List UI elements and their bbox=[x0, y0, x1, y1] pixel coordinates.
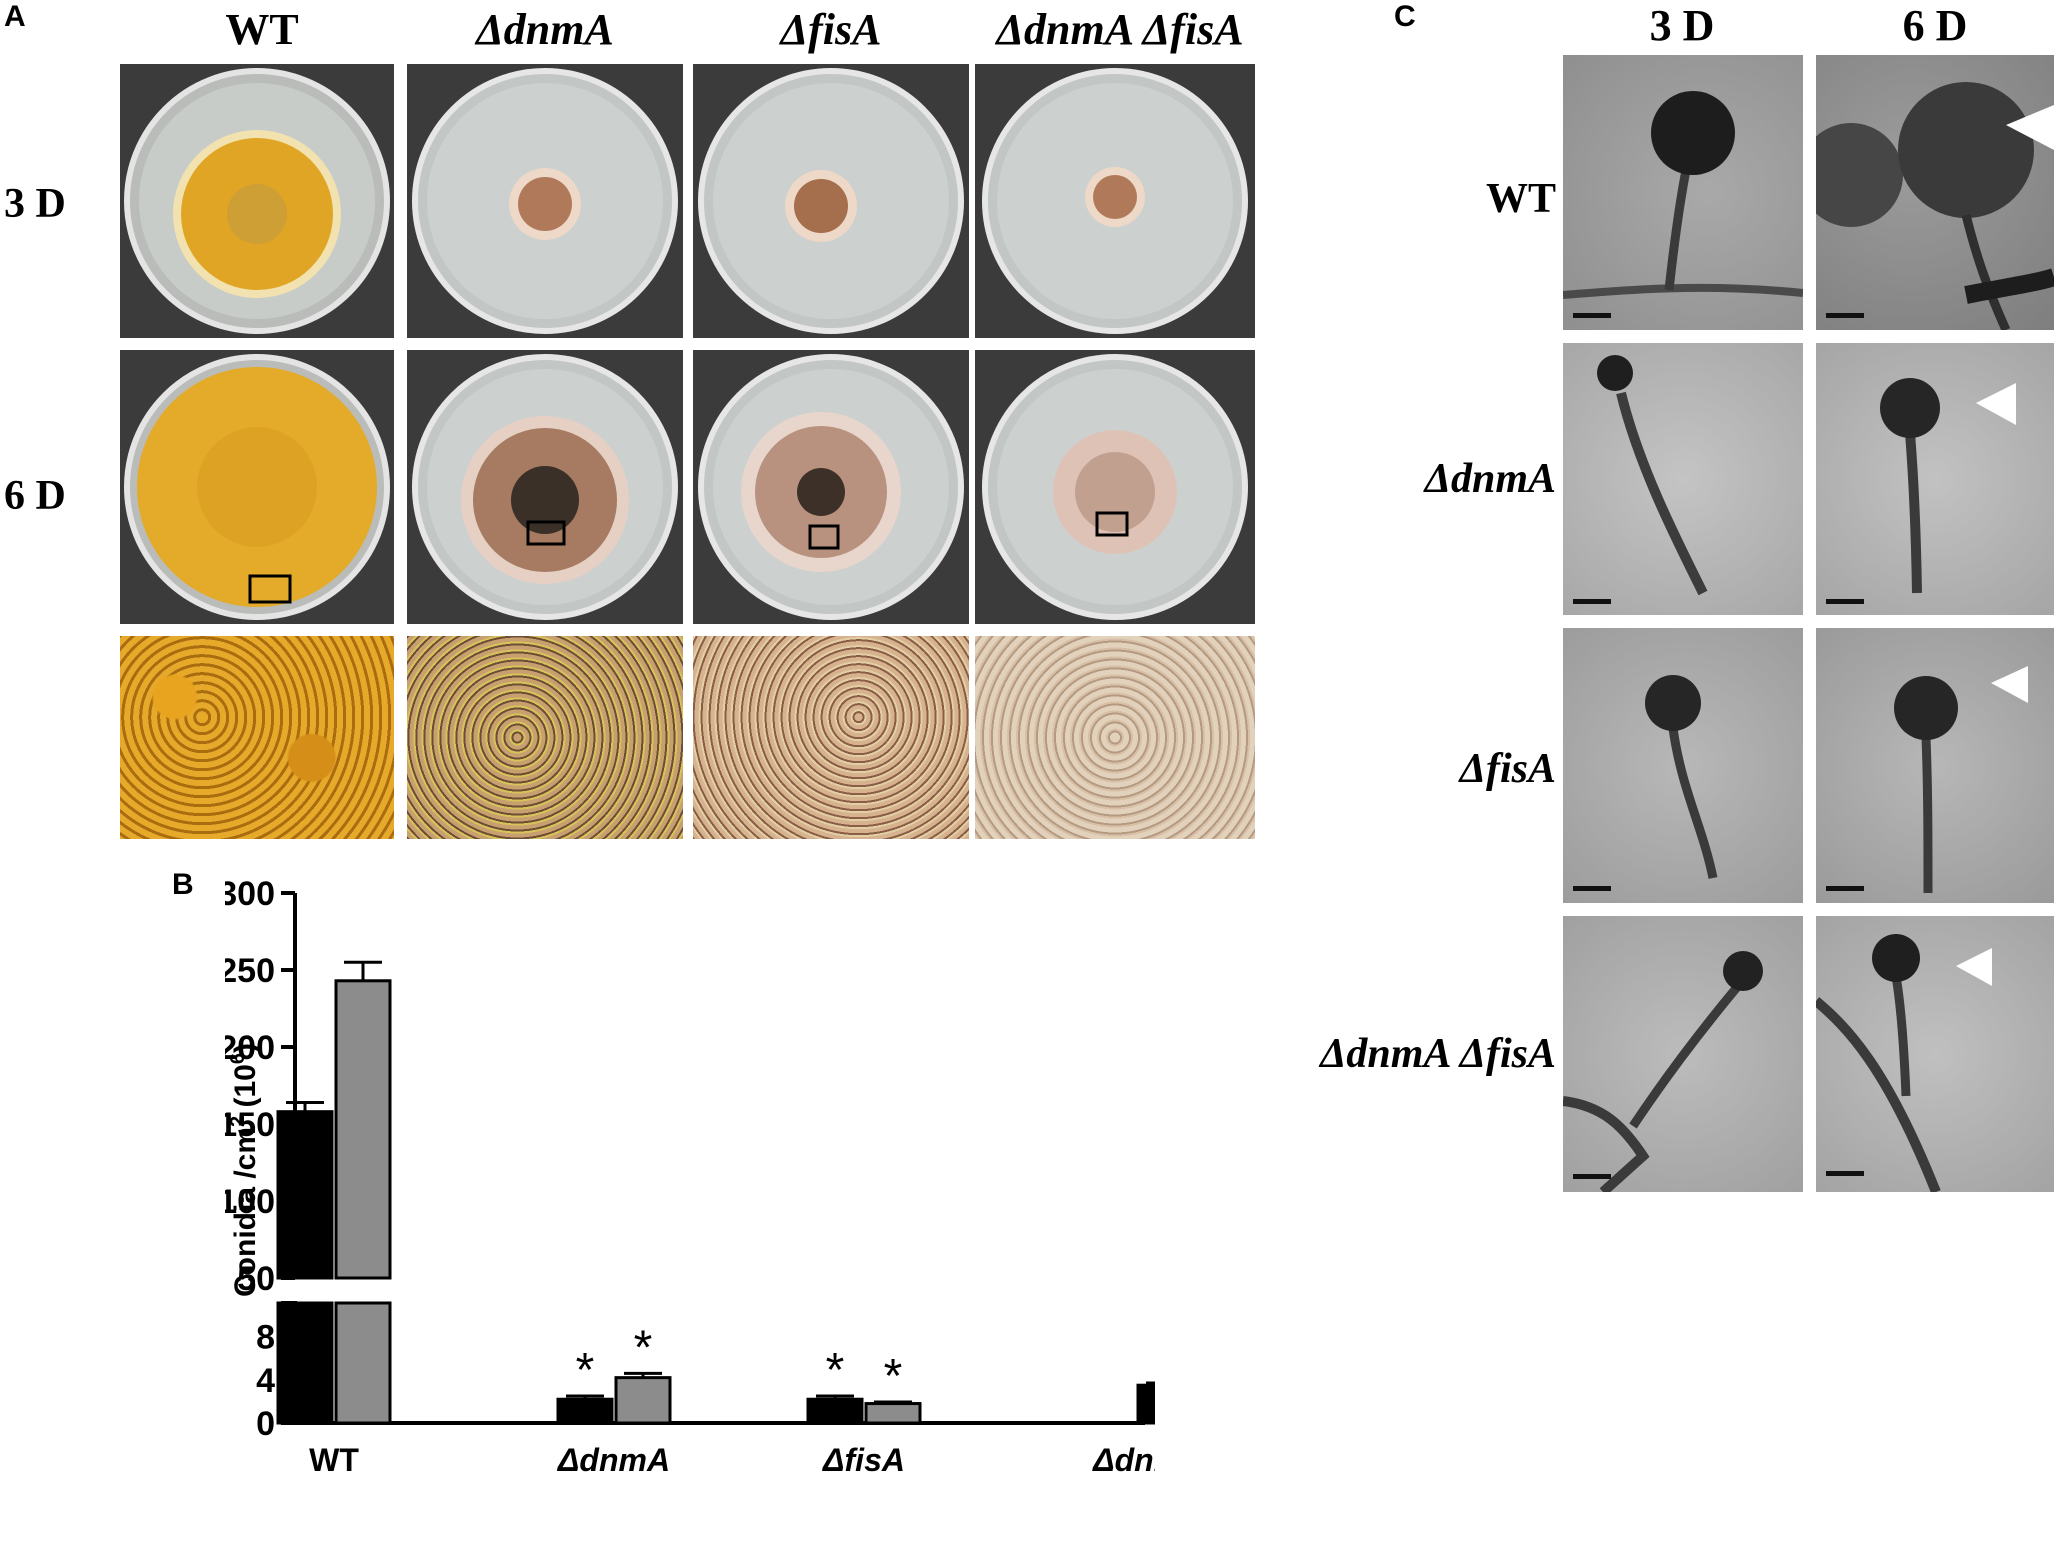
bar bbox=[864, 1402, 922, 1425]
bar bbox=[614, 1376, 672, 1425]
closeup-fisa bbox=[693, 636, 969, 839]
panel-a-row-6d: 6 D bbox=[4, 473, 66, 519]
panel-c-row-dnma: ΔdnmA bbox=[1424, 456, 1556, 502]
bar bbox=[334, 979, 392, 1280]
micrograph-wt-3d bbox=[1563, 55, 1803, 330]
x-tick-label: ΔdnmA ΔfisA bbox=[1092, 1442, 1155, 1478]
micrograph-double-6d bbox=[1816, 916, 2054, 1192]
panel-a-col-wt: WT bbox=[225, 5, 299, 54]
plate-double-3d bbox=[975, 64, 1255, 338]
closeup-dnma bbox=[407, 636, 683, 839]
bar bbox=[1136, 1383, 1155, 1425]
plate-dnma-3d bbox=[407, 64, 683, 338]
bar bbox=[276, 1110, 334, 1280]
significance-star: * bbox=[884, 1350, 903, 1403]
y-tick-label: 250 bbox=[225, 952, 275, 990]
panel-a-col-fisa: ΔfisA bbox=[780, 5, 882, 54]
plate-wt-3d bbox=[120, 64, 394, 338]
y-tick-label: 150 bbox=[225, 1106, 275, 1144]
significance-star: * bbox=[826, 1344, 845, 1397]
y-tick-label: 8 bbox=[256, 1319, 275, 1357]
panel-b-letter: B bbox=[172, 868, 194, 901]
panel-c-col-6d: 6 D bbox=[1902, 1, 1968, 50]
panel-c-row-double: ΔdnmA ΔfisA bbox=[1320, 1031, 1556, 1077]
micrograph-wt-6d bbox=[1816, 55, 2054, 330]
panel-c-col-3d: 3 D bbox=[1649, 1, 1715, 50]
x-tick-label: WT bbox=[309, 1442, 359, 1478]
significance-star: * bbox=[634, 1321, 653, 1374]
closeup-double bbox=[975, 636, 1255, 839]
plate-wt-6d bbox=[120, 350, 394, 624]
y-tick-label: 4 bbox=[256, 1362, 275, 1400]
bar bbox=[806, 1397, 864, 1425]
y-tick-label: 50 bbox=[237, 1260, 275, 1298]
significance-star: * bbox=[576, 1344, 595, 1397]
closeup-wt bbox=[120, 636, 394, 839]
plate-fisa-3d bbox=[693, 64, 969, 338]
micrograph-dnma-6d bbox=[1816, 343, 2054, 615]
micrograph-double-3d bbox=[1563, 916, 1803, 1192]
panel-a-col-double: ΔdnmA ΔfisA bbox=[996, 5, 1244, 54]
panel-c-letter: C bbox=[1394, 0, 1416, 33]
panel-a-row-3d: 3 D bbox=[4, 181, 66, 227]
plate-fisa-6d bbox=[693, 350, 969, 624]
y-tick-label: 200 bbox=[225, 1029, 275, 1067]
plate-dnma-6d bbox=[407, 350, 683, 624]
panel-c-row-fisa: ΔfisA bbox=[1459, 746, 1556, 792]
y-tick-label: 100 bbox=[225, 1183, 275, 1221]
y-tick-label: 300 bbox=[225, 875, 275, 913]
y-axis-label: Conidia /cm2 (106) bbox=[227, 1043, 262, 1297]
x-tick-label: ΔfisA bbox=[822, 1442, 905, 1478]
panel-a-letter: A bbox=[4, 0, 26, 33]
micrograph-fisa-6d bbox=[1816, 628, 2054, 903]
x-tick-label: ΔdnmA bbox=[557, 1442, 670, 1478]
micrograph-dnma-3d bbox=[1563, 343, 1803, 615]
y-tick-label: 0 bbox=[256, 1405, 275, 1443]
panel-a-col-dnma: ΔdnmA bbox=[476, 5, 614, 54]
bar bbox=[556, 1397, 614, 1425]
bar bbox=[276, 1301, 334, 1425]
plate-double-6d bbox=[975, 350, 1255, 624]
bar bbox=[334, 1301, 392, 1425]
micrograph-fisa-3d bbox=[1563, 628, 1803, 903]
panel-c-row-wt: WT bbox=[1485, 176, 1556, 222]
